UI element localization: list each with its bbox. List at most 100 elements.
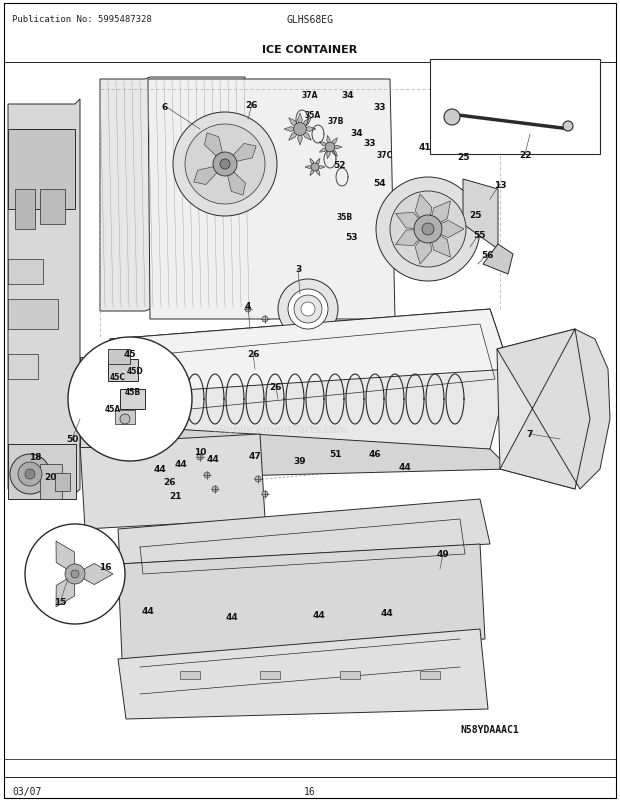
Text: 41: 41 — [418, 144, 432, 152]
Polygon shape — [289, 119, 300, 130]
Text: GLHS68EG: GLHS68EG — [286, 15, 334, 25]
Text: 44: 44 — [399, 463, 412, 472]
Polygon shape — [330, 139, 337, 148]
Text: 55: 55 — [472, 230, 485, 239]
Text: 44: 44 — [154, 465, 166, 474]
Polygon shape — [327, 148, 330, 160]
Circle shape — [301, 302, 315, 317]
Text: 37A: 37A — [302, 91, 318, 100]
Circle shape — [120, 415, 130, 424]
Circle shape — [25, 525, 125, 624]
Polygon shape — [415, 229, 432, 265]
Text: 4: 4 — [245, 302, 251, 311]
Circle shape — [65, 565, 85, 585]
Text: 35B: 35B — [337, 213, 353, 222]
Circle shape — [444, 110, 460, 126]
Text: 21: 21 — [170, 492, 182, 501]
Text: 20: 20 — [44, 473, 56, 482]
Text: 33: 33 — [374, 103, 386, 111]
Text: 15: 15 — [54, 597, 66, 607]
Text: 18: 18 — [29, 453, 42, 462]
Bar — [8, 300, 58, 330]
Polygon shape — [225, 164, 246, 196]
Polygon shape — [327, 136, 330, 148]
Polygon shape — [56, 574, 75, 607]
Circle shape — [204, 472, 210, 479]
Text: 26: 26 — [164, 478, 176, 487]
Polygon shape — [315, 168, 320, 176]
Polygon shape — [225, 144, 256, 164]
Text: 34: 34 — [342, 91, 354, 100]
Bar — [40, 190, 65, 225]
Text: 39: 39 — [294, 457, 306, 466]
Text: 45: 45 — [123, 350, 136, 359]
Circle shape — [220, 160, 230, 170]
Circle shape — [326, 143, 335, 152]
Bar — [260, 671, 280, 679]
Text: 45C: 45C — [110, 373, 126, 382]
Text: 45D: 45D — [126, 367, 143, 376]
Polygon shape — [396, 213, 428, 229]
Text: 45A: 45A — [105, 405, 121, 414]
Polygon shape — [298, 114, 303, 130]
Text: 03/07: 03/07 — [12, 786, 42, 796]
Bar — [180, 671, 200, 679]
Circle shape — [278, 280, 338, 339]
Text: 37B: 37B — [328, 117, 344, 127]
Text: 26: 26 — [247, 350, 259, 359]
Text: ICE CONTAINER: ICE CONTAINER — [262, 45, 358, 55]
Circle shape — [68, 338, 192, 461]
Circle shape — [376, 178, 480, 282]
Bar — [8, 260, 43, 285]
Polygon shape — [300, 128, 316, 132]
Polygon shape — [415, 195, 432, 229]
Polygon shape — [148, 80, 395, 320]
Text: 50: 50 — [66, 435, 78, 444]
Polygon shape — [319, 148, 330, 153]
Bar — [340, 671, 360, 679]
Bar — [8, 354, 38, 379]
Circle shape — [173, 113, 277, 217]
Polygon shape — [305, 166, 315, 169]
Text: 35A: 35A — [305, 111, 321, 119]
Text: 46: 46 — [369, 450, 381, 459]
Polygon shape — [300, 130, 311, 141]
Text: 25: 25 — [457, 153, 469, 162]
Text: 7: 7 — [527, 430, 533, 439]
Text: Publication No: 5995487328: Publication No: 5995487328 — [12, 15, 152, 25]
Text: 52: 52 — [334, 160, 346, 169]
Polygon shape — [289, 130, 300, 141]
Text: 16: 16 — [304, 786, 316, 796]
Bar — [115, 411, 135, 424]
Polygon shape — [205, 134, 225, 164]
Bar — [120, 390, 145, 410]
Circle shape — [390, 192, 466, 268]
Polygon shape — [75, 564, 113, 585]
Polygon shape — [8, 100, 80, 494]
Text: 44: 44 — [175, 460, 187, 469]
Polygon shape — [284, 128, 300, 132]
Polygon shape — [463, 180, 498, 249]
Polygon shape — [300, 119, 311, 130]
Text: 44: 44 — [381, 609, 393, 618]
Text: 37C: 37C — [377, 150, 393, 160]
Circle shape — [18, 463, 42, 486]
Text: eReplacementParts.com: eReplacementParts.com — [212, 424, 348, 435]
Text: 47: 47 — [249, 452, 262, 461]
Polygon shape — [315, 166, 325, 169]
Text: N58YDAAAC1: N58YDAAAC1 — [461, 724, 520, 734]
Polygon shape — [100, 78, 245, 312]
Circle shape — [288, 290, 328, 330]
Bar — [40, 464, 62, 500]
Text: 3: 3 — [295, 265, 301, 274]
Bar — [8, 130, 75, 210]
Text: 51: 51 — [330, 450, 342, 459]
Text: 44: 44 — [226, 613, 238, 622]
Circle shape — [262, 317, 268, 322]
Bar — [80, 358, 105, 448]
Bar — [108, 350, 130, 365]
Text: 26: 26 — [270, 383, 282, 392]
Text: 53: 53 — [346, 233, 358, 241]
Circle shape — [71, 570, 79, 578]
Circle shape — [213, 153, 237, 176]
